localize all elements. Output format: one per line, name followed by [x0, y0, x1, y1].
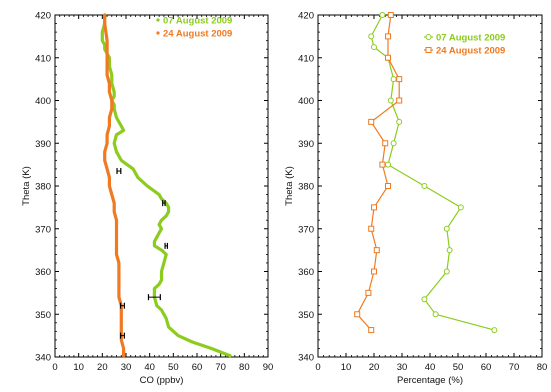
data-point-07-august-2009	[421, 296, 428, 303]
data-point-07-august-2009	[446, 247, 453, 254]
data-point-07-august-2009	[443, 225, 450, 232]
x-axis-label: CO (ppbv)	[140, 375, 184, 386]
y-tick-label: 390	[298, 139, 314, 150]
x-tick-label: 80	[537, 362, 548, 373]
plot-frame	[317, 14, 543, 358]
data-point-07-august-2009	[387, 97, 394, 104]
data-point-24-august-2009	[365, 289, 372, 296]
y-tick-label: 420	[35, 11, 51, 22]
y-tick-label: 400	[298, 96, 314, 107]
x-tick-label: 20	[369, 362, 380, 373]
legend-label-24-august-2009: 24 August 2009	[436, 46, 505, 57]
y-tick-label: 380	[298, 182, 314, 193]
data-point-07-august-2009	[371, 44, 377, 51]
data-point-24-august-2009	[385, 54, 391, 61]
x-tick-label: 20	[97, 362, 108, 373]
data-point-07-august-2009	[368, 33, 375, 40]
x-tick-label: 10	[341, 362, 352, 373]
data-point-07-august-2009	[379, 12, 386, 18]
data-point-07-august-2009	[443, 268, 450, 275]
x-tick-label: 0	[52, 362, 57, 373]
legend-marker-square	[425, 47, 432, 53]
data-point-24-august-2009	[385, 33, 391, 40]
x-tick-label: 50	[453, 362, 464, 373]
y-tick-label: 410	[35, 53, 51, 64]
y-tick-label: 340	[298, 353, 314, 364]
data-point-24-august-2009	[368, 118, 375, 125]
x-tick-label: 90	[263, 362, 274, 373]
data-point-24-august-2009	[368, 225, 375, 232]
x-axis-label: Percentage (%)	[397, 375, 463, 386]
data-point-07-august-2009	[421, 183, 428, 189]
x-tick-label: 0	[315, 362, 320, 373]
data-point-24-august-2009	[396, 97, 403, 104]
x-tick-label: 30	[397, 362, 408, 373]
y-axis-label: Theta (K)	[21, 166, 32, 206]
legend-marker-dot	[156, 18, 160, 22]
data-point-07-august-2009	[385, 161, 391, 168]
y-tick-label: 380	[35, 182, 51, 193]
y-tick-label: 350	[298, 310, 314, 321]
data-point-07-august-2009	[390, 140, 397, 147]
x-tick-label: 80	[239, 362, 250, 373]
data-point-24-august-2009	[382, 140, 389, 147]
data-point-24-august-2009	[379, 161, 386, 168]
legend-marker-dot	[156, 31, 160, 35]
data-point-24-august-2009	[385, 183, 391, 189]
x-tick-label: 40	[144, 362, 155, 373]
data-point-24-august-2009	[387, 12, 394, 18]
x-tick-label: 70	[509, 362, 520, 373]
y-tick-label: 370	[35, 224, 51, 235]
data-point-07-august-2009	[390, 76, 397, 83]
y-tick-label: 360	[35, 267, 51, 278]
series-line-24-august-2009	[356, 14, 400, 331]
x-tick-label: 40	[425, 362, 436, 373]
data-point-07-august-2009	[491, 327, 498, 334]
y-tick-label: 420	[298, 11, 314, 22]
data-point-24-august-2009	[396, 76, 403, 83]
y-tick-label: 350	[35, 310, 51, 321]
left-panel-co-profile: 0 10 20 30 40 50 60 70 80 90 340 350 360 370 380 390 400…	[21, 11, 273, 387]
data-point-07-august-2009	[432, 311, 439, 318]
legend-label-24-august-2009: 24 August 2009	[163, 29, 232, 40]
y-tick-label: 340	[35, 353, 51, 364]
x-tick-label: 10	[73, 362, 84, 373]
y-tick-label: 400	[35, 96, 51, 107]
x-tick-label: 70	[215, 362, 226, 373]
plot-frame	[54, 14, 269, 358]
legend-marker-circle	[425, 34, 432, 40]
data-point-24-august-2009	[368, 327, 375, 334]
right-panel-percentage-profile: 0 10 20 30 40 50 60 70 80 340 350 360 370 380 390 400 41…	[284, 11, 547, 387]
y-tick-label: 390	[35, 139, 51, 150]
y-tick-label: 410	[298, 53, 314, 64]
x-tick-label: 30	[121, 362, 132, 373]
x-tick-label: 60	[481, 362, 492, 373]
data-point-24-august-2009	[373, 247, 380, 254]
x-tick-label: 60	[192, 362, 203, 373]
data-point-07-august-2009	[457, 204, 464, 211]
y-axis-label: Theta (K)	[284, 166, 295, 206]
data-point-24-august-2009	[371, 204, 377, 211]
legend-label-07-august-2009: 07 August 2009	[163, 16, 232, 27]
x-tick-label: 50	[168, 362, 179, 373]
data-point-07-august-2009	[396, 118, 403, 125]
series-line-07-august-2009	[100, 13, 232, 358]
data-point-24-august-2009	[371, 268, 377, 275]
data-point-24-august-2009	[354, 311, 361, 318]
legend-label-07-august-2009: 07 August 2009	[436, 33, 505, 44]
y-tick-label: 360	[298, 267, 314, 278]
y-tick-label: 370	[298, 224, 314, 235]
